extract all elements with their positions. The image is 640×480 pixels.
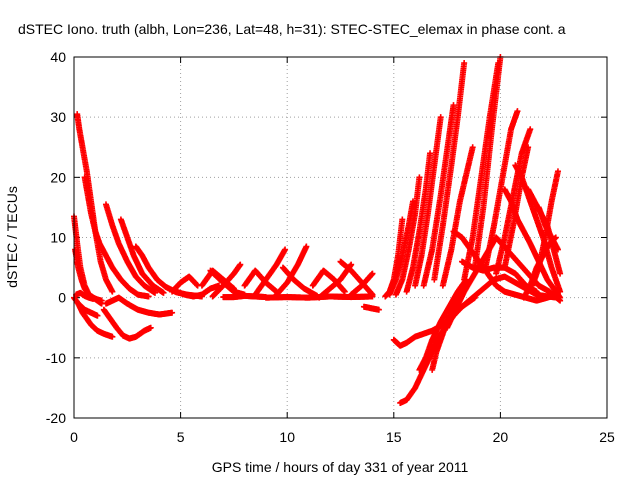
data-point [303,243,310,250]
data-point [109,288,116,295]
data-point [369,293,376,300]
y-tick-label: -10 [46,350,66,366]
series-35 [431,60,468,283]
data-point [471,294,478,301]
data-point [554,246,561,253]
data-point [469,144,476,151]
data-point [109,333,116,340]
series-32 [403,150,434,295]
series-38 [471,54,504,271]
data-point [145,293,152,300]
y-tick-label: 10 [50,230,66,246]
x-tick-label: 5 [177,429,185,445]
series-5 [102,201,159,296]
data-point [282,246,289,253]
tick-labels: 0 5 10 15 20 25 -20 -10 0 10 20 30 40 [46,49,615,445]
data-point [348,261,355,268]
data-point [450,102,457,109]
data-point [461,60,468,67]
x-tick-label: 0 [70,429,78,445]
data-point [399,216,406,223]
series-9 [75,300,101,319]
series-11 [100,306,154,342]
data-point [459,282,466,289]
series-36 [439,144,476,289]
y-tick-label: 30 [50,109,66,125]
series-33 [412,114,444,289]
data-point [557,294,564,301]
series-39 [482,108,521,271]
data-point [527,126,534,133]
data-point [94,312,101,319]
x-tick-label: 20 [493,429,509,445]
series-17 [209,261,244,300]
series-6 [117,216,167,296]
data-point [152,289,159,296]
data-point [437,114,444,121]
data-point [514,108,521,115]
x-tick-label: 15 [386,429,402,445]
x-tick-label: 10 [279,429,295,445]
data-point [427,150,434,157]
data-point [525,144,532,151]
data-point [169,309,176,316]
x-axis-label: GPS time / hours of day 331 of year 2011 [212,459,469,475]
data-point [416,174,423,181]
series-47 [450,228,559,304]
series-20 [252,246,289,298]
series-49 [493,234,564,304]
data-point [160,289,167,296]
series-34 [420,102,457,289]
data-point [557,270,564,277]
data-point [552,234,559,241]
data-point [533,288,540,295]
chart-title: dSTEC Iono. truth (albh, Lon=236, Lat=48… [18,21,566,37]
series-2 [72,246,105,307]
series-14 [173,282,222,300]
series-12 [102,294,176,318]
data-point [341,288,348,295]
x-tick-label: 25 [599,429,615,445]
series-10 [73,289,97,302]
plot-frame [73,56,608,419]
series-layer [71,54,564,406]
series-28 [360,303,382,313]
y-tick-label: 0 [58,290,66,306]
series-4 [81,174,152,300]
data-point [557,288,564,295]
data-point [369,270,376,277]
data-point [147,324,154,331]
data-point [90,295,97,302]
y-tick-label: 20 [50,169,66,185]
data-point [375,306,382,313]
y-tick-label: 40 [50,49,66,65]
y-axis-label: dSTEC / TECUs [4,186,20,288]
series-48 [459,258,540,295]
series-55 [520,234,559,301]
data-point [237,261,244,268]
series-27 [262,293,376,301]
data-point [554,168,561,175]
series-31 [392,174,423,298]
y-tick-label: -20 [46,410,66,426]
